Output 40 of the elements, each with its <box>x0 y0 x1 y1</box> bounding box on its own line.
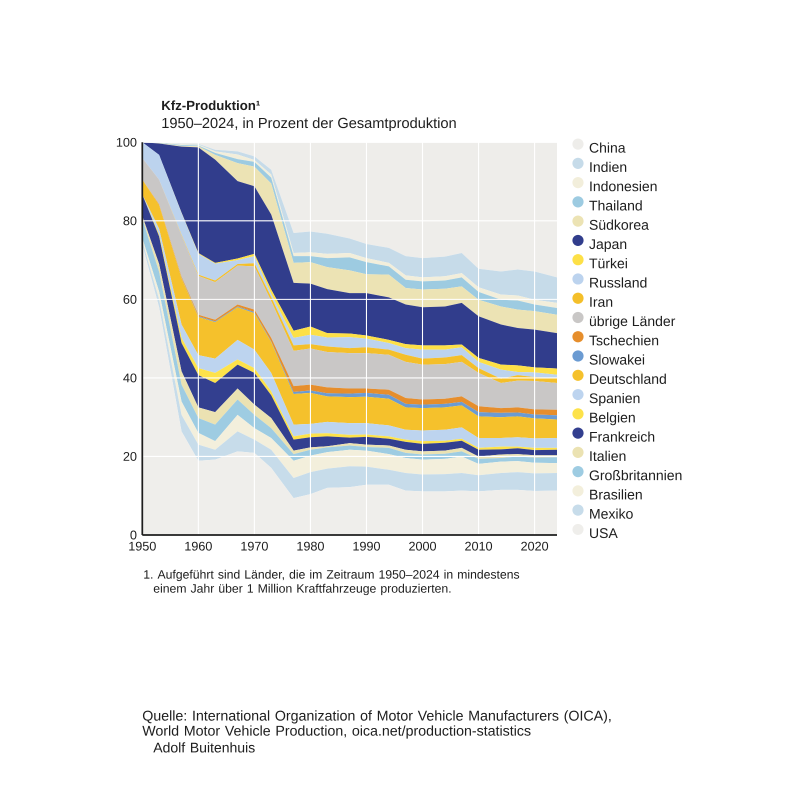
legend-label: Südkorea <box>590 220 649 230</box>
x-tick-label: 2000 <box>409 542 436 551</box>
legend-label: Türkei <box>589 258 627 268</box>
legend-label: Iran <box>590 297 612 307</box>
x-tick-label: 1960 <box>185 542 212 551</box>
y-tick-label: 80 <box>123 216 136 226</box>
legend-label: Großbritannien <box>590 470 682 480</box>
legend-label: China <box>590 142 626 153</box>
legend-label: übrige Länder <box>590 316 676 329</box>
legend-label: Tschechien <box>589 335 658 346</box>
legend-label: Mexiko <box>590 508 633 519</box>
y-tick-label: 100 <box>116 138 136 147</box>
legend-label: Deutschland <box>590 374 666 384</box>
x-tick-label: 1980 <box>297 542 324 551</box>
legend-label: Russland <box>590 277 646 288</box>
x-tick-label: 2010 <box>465 542 492 551</box>
legend-label: Belgien <box>590 412 635 426</box>
legend-label: Italien <box>590 450 626 462</box>
y-tick-label: 40 <box>123 373 136 382</box>
chart-subtitle: 1950–2024, in Prozent der Gesamtproduktion <box>162 117 456 132</box>
x-tick-label: 2020 <box>521 542 548 551</box>
text: Adolf Buitenhuis <box>153 742 255 753</box>
x-tick-label: 1950 <box>129 542 156 551</box>
legend-label: Brasilien <box>590 489 642 500</box>
legend-label: USA <box>590 528 618 538</box>
legend-label: Japan <box>589 239 626 252</box>
legend-label: Indonesien <box>590 181 657 192</box>
x-tick-label: 1990 <box>353 542 380 551</box>
y-tick-label: 20 <box>124 452 136 461</box>
chart-title: Kfz-Produktion¹ <box>162 100 260 110</box>
y-tick-label: 0 <box>130 530 136 540</box>
legend-label: Spanien <box>590 392 640 406</box>
legend-label: Thailand <box>589 200 642 211</box>
text: 1. Aufgeführt sind Länder, die im Zeitraum 1950–2024 in mindestens einem Jahr über 1 Million Kraftfahrzeuge produzierten. <box>144 570 520 596</box>
source-note: Quelle: International Organization of Motor Vehicle Manufacturers (OICA), World Motor Vehicle Production, oica.net/production-statistics <box>142 710 611 739</box>
y-tick-label: 60 <box>124 294 136 304</box>
x-tick-label: 1970 <box>241 542 268 551</box>
legend-label: Frankreich <box>590 431 654 442</box>
legend-label: Slowakei <box>590 354 644 365</box>
legend-label: Indien <box>590 162 626 172</box>
